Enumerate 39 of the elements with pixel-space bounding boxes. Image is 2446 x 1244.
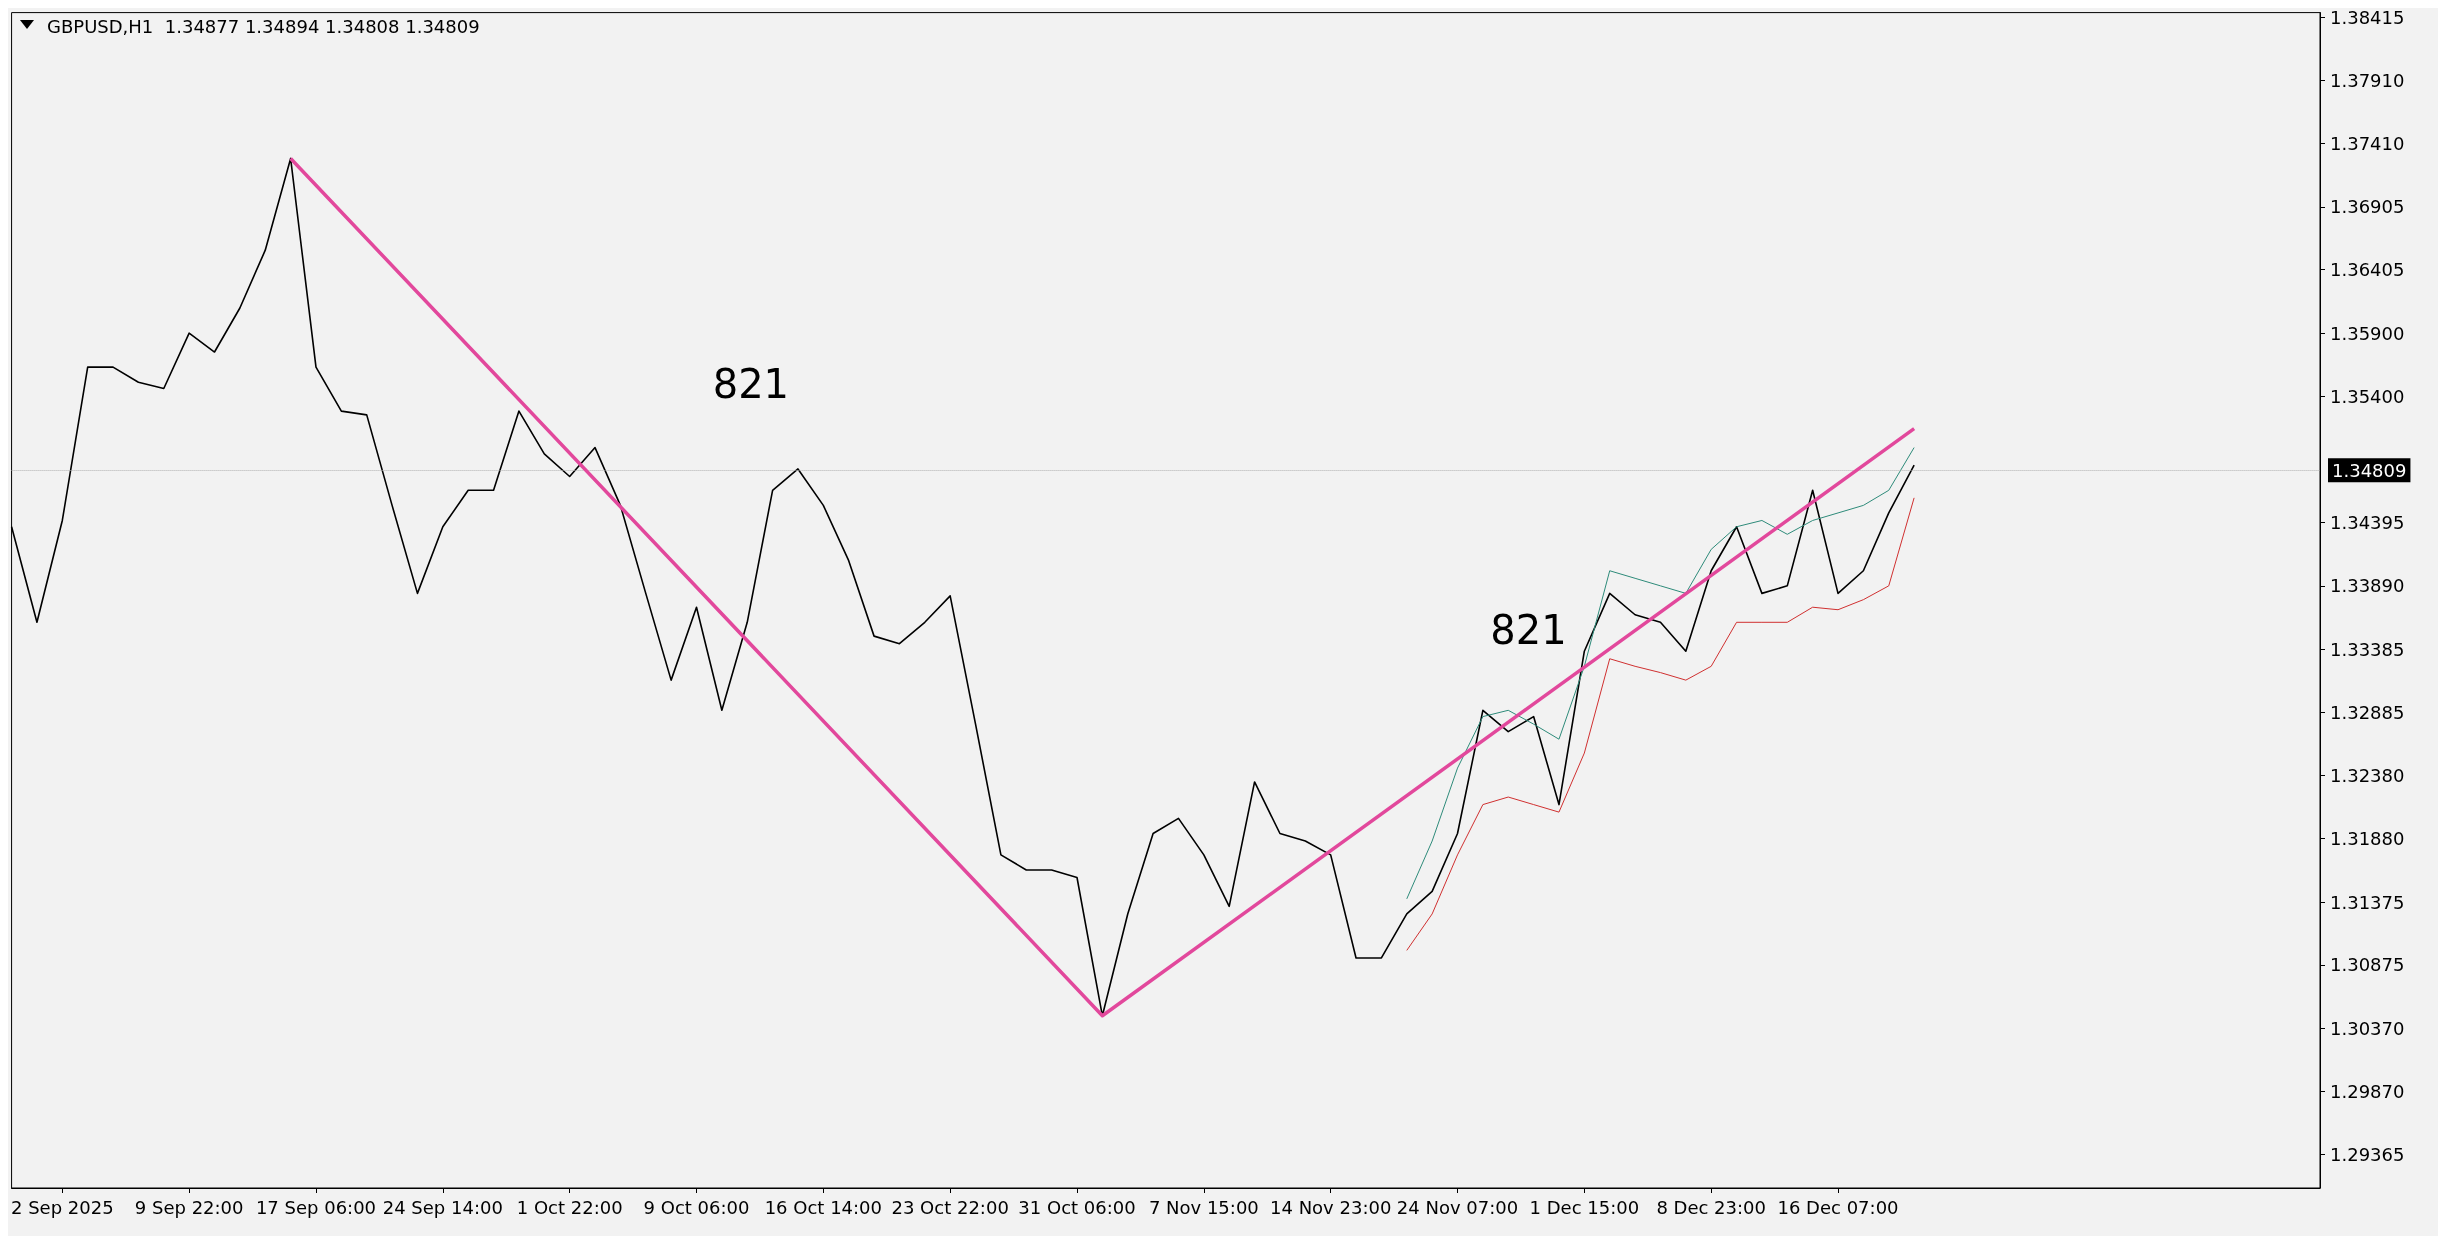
y-tick-label: 1.31880: [2330, 828, 2405, 850]
x-tick-label: 2 Sep 2025: [10, 1196, 114, 1218]
annotation: 821: [1490, 606, 1567, 653]
y-tick-label: 1.30875: [2330, 954, 2405, 976]
x-tick-label: 31 Oct 06:00: [1018, 1196, 1136, 1218]
x-tick-label: 17 Sep 06:00: [255, 1196, 377, 1218]
chart-title: GBPUSD,H1 1.34877 1.34894 1.34808 1.34809: [47, 15, 480, 37]
y-tick-label: 1.37410: [2330, 132, 2405, 154]
x-tick-label: 8 Dec 23:00: [1656, 1196, 1766, 1218]
y-tick-label: 1.33890: [2330, 575, 2405, 597]
y-tick-label: 1.31375: [2330, 891, 2405, 913]
y-tick-label: 1.34395: [2330, 511, 2405, 533]
x-tick-label: 23 Oct 22:00: [891, 1196, 1009, 1218]
x-tick-label: 24 Sep 14:00: [382, 1196, 503, 1218]
x-tick-label: 16 Dec 07:00: [1777, 1196, 1899, 1218]
y-tick-label: 1.35900: [2330, 322, 2405, 344]
y-tick-label: 1.36905: [2330, 196, 2405, 218]
x-tick-label: 14 Nov 23:00: [1270, 1196, 1392, 1218]
y-tick-label: 1.29365: [2330, 1144, 2405, 1166]
annotation: 821: [712, 361, 790, 408]
y-tick-label: 1.38415: [2330, 6, 2405, 28]
y-tick-label: 1.36405: [2330, 259, 2405, 281]
line-series: [1406, 497, 1915, 951]
y-tick-label: 1.32380: [2330, 765, 2405, 787]
x-tick-label: 1 Oct 22:00: [516, 1196, 623, 1218]
y-tick-label: 1.32885: [2330, 701, 2405, 723]
y-tick-label: 1.30370: [2330, 1017, 2405, 1039]
y-tick-label: 1.35400: [2330, 385, 2405, 407]
y-tick-label: 1.29870: [2330, 1080, 2405, 1102]
line-series: [1406, 447, 1915, 900]
x-tick-label: 7 Nov 15:00: [1148, 1196, 1259, 1218]
ref-line-label: 1.34809: [2332, 459, 2407, 481]
x-tick-label: 24 Nov 07:00: [1396, 1196, 1519, 1218]
x-tick-label: 9 Sep 22:00: [134, 1196, 244, 1218]
x-tick-label: 1 Dec 15:00: [1529, 1196, 1640, 1218]
y-tick-label: 1.33385: [2330, 638, 2405, 660]
x-tick-label: 9 Oct 06:00: [643, 1196, 750, 1218]
x-tick-label: 16 Oct 14:00: [764, 1196, 882, 1218]
y-tick-label: 1.37910: [2330, 69, 2405, 91]
